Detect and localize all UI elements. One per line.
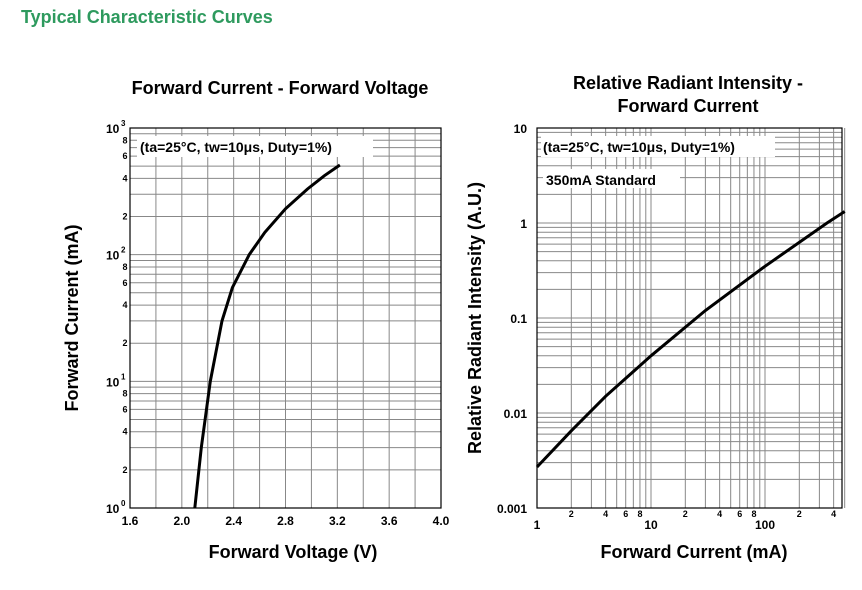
chart1-y-tick-label: 10 (106, 249, 120, 263)
chart-relative-intensity-current: Relative Radiant Intensity - Forward Cur… (465, 73, 846, 562)
chart2-title-line2: Forward Current (617, 96, 758, 116)
chart1-y-tick-exponent: 3 (121, 119, 126, 128)
chart2-x-minor-tick-label: 8 (751, 509, 756, 519)
chart2-annotation2-bg (543, 169, 680, 188)
chart1-x-tick-label: 4.0 (433, 514, 450, 528)
chart1-ylabel: Forward Current (mA) (62, 224, 82, 411)
chart1-xlabel: Forward Voltage (V) (209, 542, 378, 562)
chart2-ylabel: Relative Radiant Intensity (A.U.) (465, 182, 485, 454)
chart1-series-line (193, 163, 341, 509)
chart2-x-minor-tick-label: 2 (797, 509, 802, 519)
chart2-x-tick-label: 100 (755, 518, 775, 532)
chart2-y-tick-label: 0.01 (504, 407, 528, 421)
chart2-x-minor-tick-label: 4 (831, 509, 836, 519)
chart1-y-minor-tick-label: 2 (122, 338, 127, 348)
chart2-x-minor-tick-label: 6 (737, 509, 742, 519)
chart1-y-minor-tick-label: 6 (122, 404, 127, 414)
section-title: Typical Characteristic Curves (21, 7, 273, 27)
chart2-title-line1: Relative Radiant Intensity - (573, 73, 803, 93)
chart1-series (193, 163, 341, 509)
chart2-x-minor-tick-label: 4 (717, 509, 722, 519)
chart1-annotation: (ta=25°C, tw=10μs, Duty=1%) (140, 139, 332, 155)
chart2-y-tick-label: 0.1 (510, 312, 527, 326)
chart1-y-tick-exponent: 2 (121, 246, 126, 255)
chart1-y-tick-exponent: 0 (121, 499, 126, 508)
chart2-y-tick-label: 1 (520, 217, 527, 231)
chart2-x-minor-tick-label: 6 (623, 509, 628, 519)
chart1-x-tick-label: 3.2 (329, 514, 346, 528)
chart2-x-tick-label: 1 (534, 518, 541, 532)
chart2-annotation2: 350mA Standard (546, 172, 656, 188)
chart2-x-minor-tick-label: 4 (603, 509, 608, 519)
chart2-x-minor-tick-label: 8 (637, 509, 642, 519)
chart1-x-tick-label: 3.6 (381, 514, 398, 528)
chart1-y-tick-label: 10 (106, 502, 120, 516)
chart2-annotation: (ta=25°C, tw=10μs, Duty=1%) (543, 139, 735, 155)
chart1-grid (129, 128, 442, 509)
chart2-xlabel: Forward Current (mA) (600, 542, 787, 562)
chart2-series-line (535, 210, 846, 469)
chart2-x-minor-tick-label: 2 (683, 509, 688, 519)
chart1-title: Forward Current - Forward Voltage (132, 78, 429, 98)
chart2-x-minor-tick-label: 2 (569, 509, 574, 519)
chart1-y-minor-tick-label: 2 (122, 465, 127, 475)
chart1-y-minor-tick-label: 8 (122, 262, 127, 272)
chart1-x-tick-label: 2.0 (173, 514, 190, 528)
chart1-y-minor-tick-label: 4 (122, 300, 127, 310)
chart2-series (535, 210, 846, 469)
chart2-annotation-bg (541, 136, 775, 157)
chart1-y-tick-label: 10 (106, 375, 120, 389)
chart2-y-tick-label: 0.001 (497, 502, 527, 516)
chart1-y-minor-tick-label: 6 (122, 151, 127, 161)
chart1-y-minor-tick-label: 8 (122, 389, 127, 399)
chart1-y-minor-tick-label: 4 (122, 427, 127, 437)
chart-forward-current-voltage: Forward Current - Forward Voltage 1.6 2.0… (62, 78, 450, 562)
chart2-plot-frame (536, 127, 843, 509)
chart1-x-tick-label: 2.4 (225, 514, 242, 528)
chart1-plot-frame (129, 127, 442, 509)
chart1-y-minor-tick-label: 6 (122, 278, 127, 288)
chart1-x-tick-label: 1.6 (122, 514, 139, 528)
chart2-y-tick-label: 10 (514, 122, 528, 136)
chart1-annotation-bg (137, 136, 373, 157)
chart1-y-minor-tick-label: 4 (122, 173, 127, 183)
chart1-y-tick-exponent: 1 (121, 372, 126, 381)
chart1-x-tick-label: 2.8 (277, 514, 294, 528)
chart2-x-tick-label: 10 (644, 518, 658, 532)
chart1-y-tick-label: 10 (106, 122, 120, 136)
chart1-y-minor-tick-label: 8 (122, 135, 127, 145)
chart1-y-minor-tick-label: 2 (122, 212, 127, 222)
